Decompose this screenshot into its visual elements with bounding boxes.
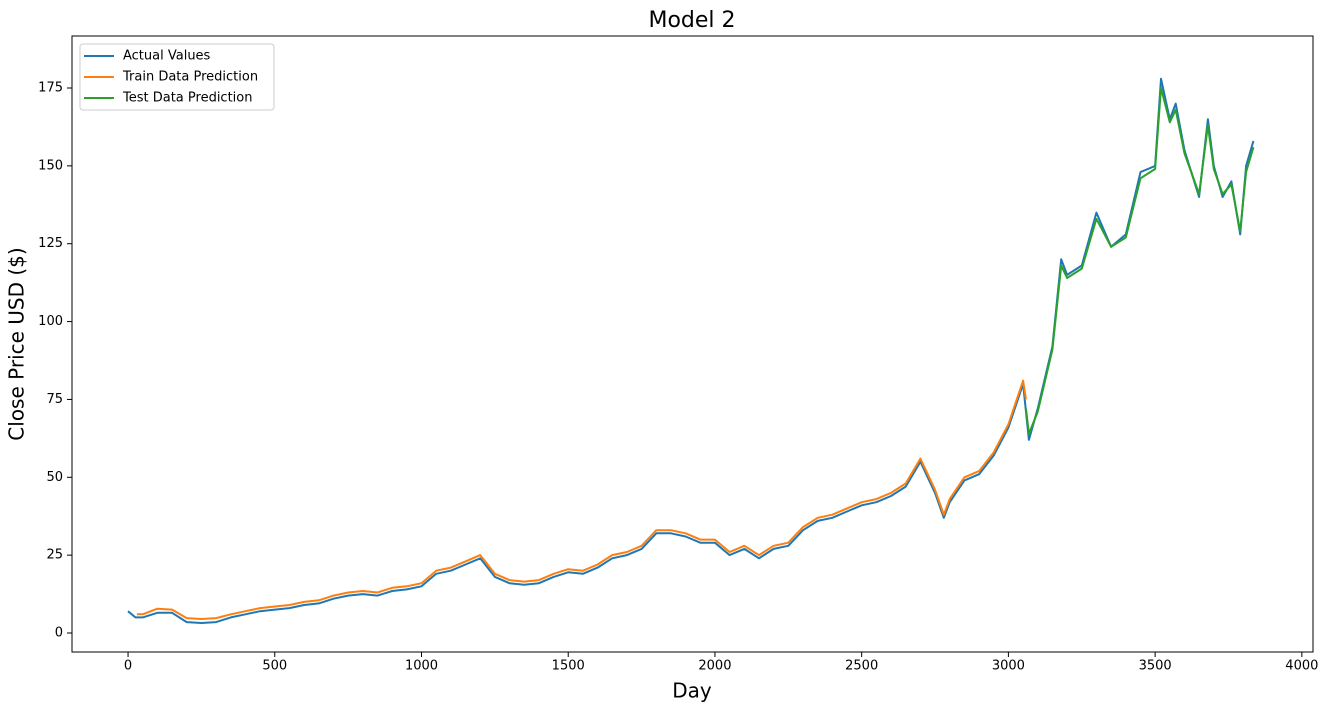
x-axis-label: Day [672, 679, 712, 703]
x-tick-label: 2500 [845, 659, 878, 674]
x-tick-label: 0 [124, 659, 132, 674]
y-tick-label: 0 [55, 626, 63, 641]
y-tick-label: 75 [46, 392, 63, 407]
x-tick-label: 3500 [1139, 659, 1172, 674]
legend-label: Actual Values [123, 49, 211, 64]
series-line [127, 77, 1255, 624]
legend-box [79, 43, 275, 111]
x-tick-label: 1000 [405, 659, 438, 674]
y-tick-label: 125 [38, 236, 63, 251]
y-tick-label: 25 [46, 548, 63, 563]
x-tick-label: 3000 [992, 659, 1025, 674]
legend-label: Train Data Prediction [122, 70, 258, 85]
x-tick-label: 1500 [552, 659, 585, 674]
chart-title: Model 2 [648, 8, 735, 33]
series-line [136, 379, 1027, 620]
x-tick-label: 500 [262, 659, 287, 674]
y-tick-label: 150 [38, 158, 63, 173]
x-tick-label: 2000 [698, 659, 731, 674]
legend-label: Test Data Prediction [122, 91, 253, 106]
x-tick-label: 4000 [1285, 659, 1318, 674]
plot-frame [71, 35, 1314, 653]
y-axis-label: Close Price USD ($) [5, 247, 29, 440]
series-line [1025, 87, 1255, 435]
y-tick-label: 50 [46, 470, 63, 485]
y-tick-label: 175 [38, 81, 63, 96]
y-tick-label: 100 [38, 314, 63, 329]
